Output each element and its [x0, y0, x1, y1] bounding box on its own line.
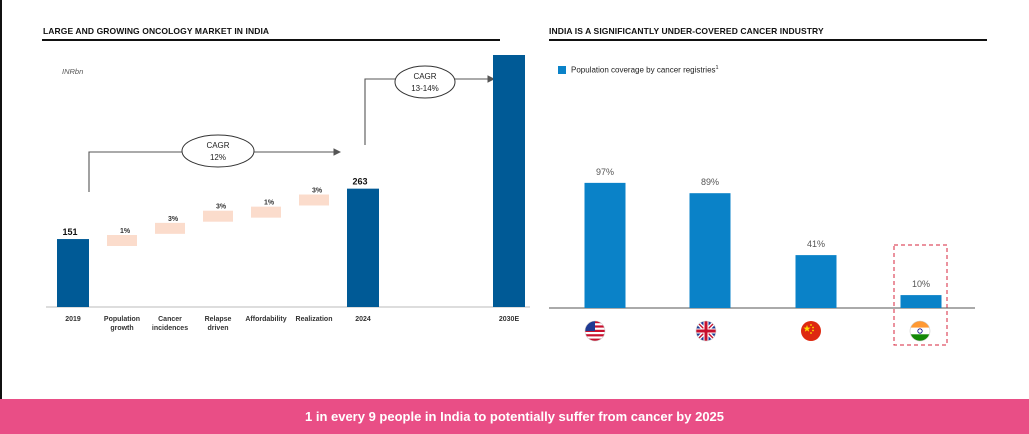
unit-label: INRbn [62, 67, 84, 76]
cagr1-bubble [181, 134, 255, 168]
coverage-value-label: 10% [912, 279, 930, 289]
right-panel-title: INDIA IS A SIGNIFICANTLY UNDER-COVERED C… [549, 26, 824, 36]
waterfall-category-label: growth [110, 325, 133, 332]
waterfall-bar [493, 55, 525, 307]
coverage-bar [689, 193, 731, 308]
coverage-value-label: 41% [807, 239, 825, 249]
cagr1-connector [88, 148, 342, 192]
waterfall-category-label: Affordability [245, 316, 286, 323]
cagr2-bubble [394, 65, 456, 99]
bottom-banner: 1 in every 9 people in India to potentia… [0, 399, 1029, 434]
left-border [0, 0, 2, 399]
waterfall-step-label: 1% [264, 200, 275, 207]
charts-canvas: CAGR 12% CAGR 13-14% [46, 55, 975, 346]
waterfall-step-bar [251, 206, 281, 218]
waterfall-step-bar [107, 235, 137, 246]
waterfall-total-label: 263 [352, 177, 367, 187]
waterfall-step-label: 3% [312, 188, 323, 195]
cagr1-label: CAGR [206, 141, 229, 150]
waterfall-category-label: Realization [296, 316, 333, 323]
waterfall-category-label: 2030E [499, 316, 520, 323]
waterfall-category-label: 2019 [65, 316, 81, 323]
cagr2-label: CAGR [413, 72, 436, 81]
cagr2-value: 13-14% [411, 84, 439, 93]
waterfall-step-label: 1% [120, 228, 131, 235]
waterfall-category-label: Population [104, 316, 140, 323]
coverage-bar [795, 255, 837, 308]
left-panel-title: LARGE AND GROWING ONCOLOGY MARKET IN IND… [43, 26, 270, 36]
right-title-rule [549, 39, 987, 41]
waterfall-category-label: incidences [152, 325, 188, 332]
waterfall-step-bar [299, 194, 329, 206]
waterfall-step-label: 3% [168, 216, 179, 223]
waterfall-category-label: Cancer [158, 316, 182, 323]
waterfall-category-label: Relapse [205, 316, 232, 323]
waterfall-total-label: 151 [62, 227, 77, 237]
waterfall-step-bar [155, 222, 185, 234]
waterfall-bar [347, 188, 379, 307]
legend-swatch [558, 65, 566, 74]
india-flag-icon [909, 320, 931, 342]
waterfall-category-label: 2024 [355, 316, 371, 323]
uk-flag-icon [695, 320, 717, 342]
coverage-bar [900, 295, 942, 308]
legend: Population coverage by cancer registries… [558, 65, 719, 75]
legend-text: Population coverage by cancer registries… [571, 65, 719, 75]
coverage-value-label: 89% [701, 177, 719, 187]
coverage-value-label: 97% [596, 167, 614, 177]
us-flag-icon [584, 320, 606, 342]
cagr1-value: 12% [210, 153, 226, 162]
left-title-rule [42, 39, 500, 41]
waterfall-step-bar [203, 210, 233, 222]
waterfall-bar [57, 239, 89, 307]
coverage-bar [584, 182, 626, 308]
china-flag-icon [801, 321, 821, 341]
india-highlight-box [893, 244, 948, 346]
waterfall-category-label: driven [207, 325, 228, 332]
waterfall-step-label: 3% [216, 204, 227, 211]
